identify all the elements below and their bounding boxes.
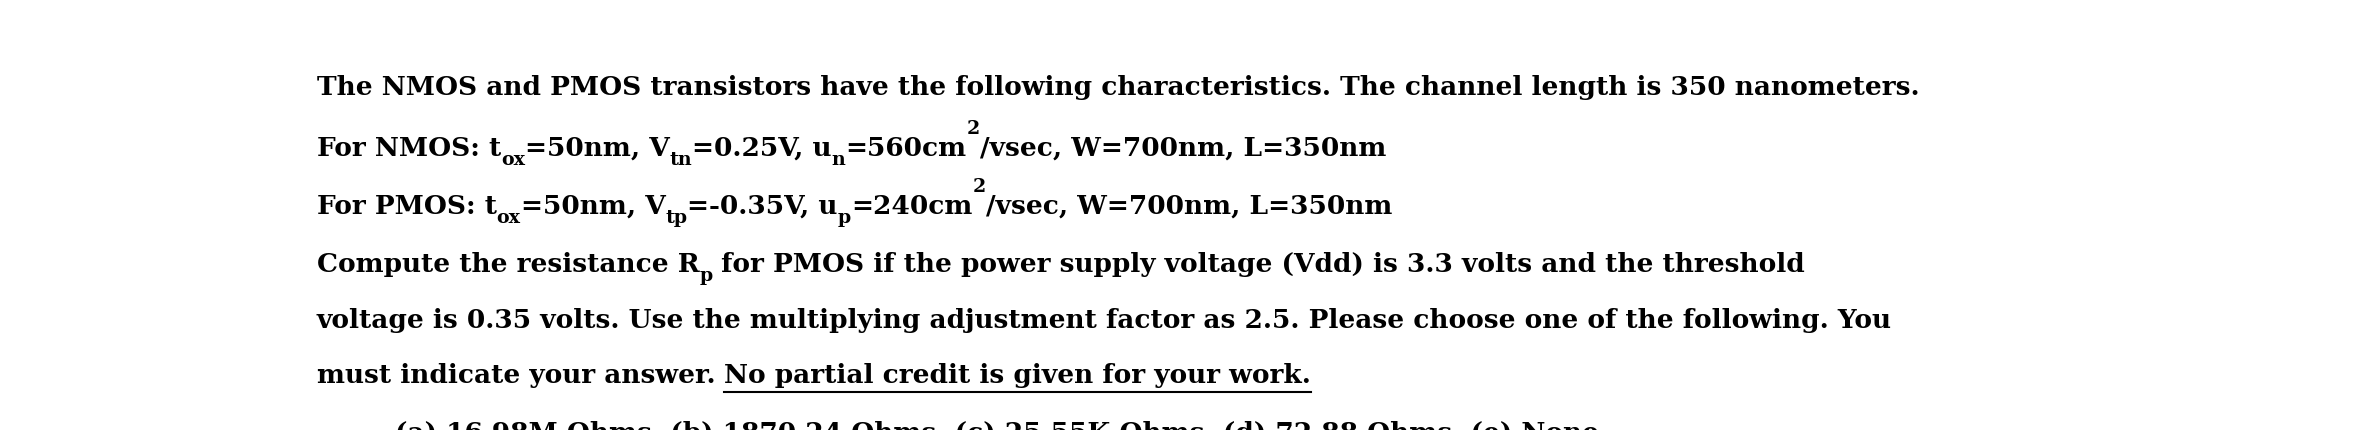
Text: ox: ox: [498, 209, 521, 227]
Text: (a) 16.98M Ohms, (b) 1870.24 Ohms, (c) 25.55K Ohms, (d) 72.88 Ohms, (e) None: (a) 16.98M Ohms, (b) 1870.24 Ohms, (c) 2…: [396, 421, 1599, 430]
Text: ox: ox: [500, 151, 526, 169]
Text: p: p: [837, 209, 851, 227]
Text: =50nm, V: =50nm, V: [521, 194, 665, 219]
Text: =-0.35V, u: =-0.35V, u: [689, 194, 837, 219]
Text: n: n: [832, 151, 847, 169]
Text: 2: 2: [967, 120, 981, 138]
Text: tp: tp: [665, 209, 689, 227]
Text: =560cm: =560cm: [847, 136, 967, 161]
Text: For NMOS: t: For NMOS: t: [316, 136, 500, 161]
Text: For PMOS: t: For PMOS: t: [316, 194, 498, 219]
Text: Compute the resistance R: Compute the resistance R: [316, 252, 700, 277]
Text: tn: tn: [670, 151, 693, 169]
Text: voltage is 0.35 volts. Use the multiplying adjustment factor as 2.5. Please choo: voltage is 0.35 volts. Use the multiplyi…: [316, 308, 1891, 333]
Text: 2: 2: [971, 178, 986, 197]
Text: The NMOS and PMOS transistors have the following characteristics. The channel le: The NMOS and PMOS transistors have the f…: [316, 75, 1919, 100]
Text: /vsec, W=700nm, L=350nm: /vsec, W=700nm, L=350nm: [981, 136, 1387, 161]
Text: p: p: [700, 267, 712, 285]
Text: for PMOS if the power supply voltage (Vdd) is 3.3 volts and the threshold: for PMOS if the power supply voltage (Vd…: [712, 252, 1806, 277]
Text: /vsec, W=700nm, L=350nm: /vsec, W=700nm, L=350nm: [986, 194, 1391, 219]
Text: must indicate your answer.: must indicate your answer.: [316, 362, 724, 388]
Text: =240cm: =240cm: [851, 194, 971, 219]
Text: =0.25V, u: =0.25V, u: [693, 136, 832, 161]
Text: No partial credit is given for your work.: No partial credit is given for your work…: [724, 362, 1311, 388]
Text: =50nm, V: =50nm, V: [526, 136, 670, 161]
